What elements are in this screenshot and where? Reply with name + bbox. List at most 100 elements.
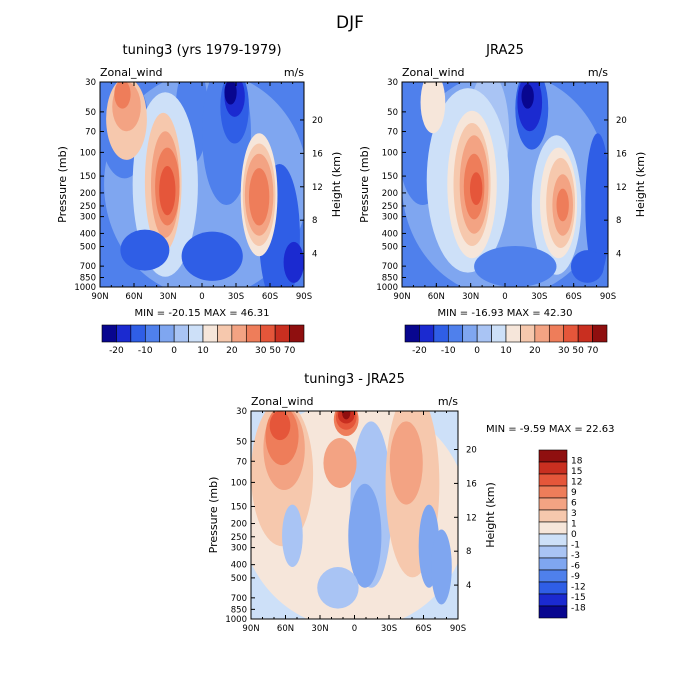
colorbar-label: -15 [571,593,586,603]
y-tick-label: 1000 [225,615,247,625]
plots: tuning3 (yrs 1979-1979) Zonal_wind m/s 90N 6… [56,43,647,634]
contour-region [248,168,270,226]
contour-region [317,567,359,609]
height-tick-label: 20 [616,116,627,126]
contour-region [420,82,446,134]
variable-label: Zonal_wind [402,66,465,79]
x-tick-label: 90S [600,292,616,302]
colorbar-swatch [217,324,233,343]
x-tick-label: 90N [242,624,259,634]
units-label: m/s [588,66,608,79]
y-tick-label: 150 [80,172,96,182]
colorbar-label: 15 [571,467,582,477]
x-tick-label: 30N [311,624,328,634]
contour-region [224,82,237,105]
y-tick-label: 30 [236,407,247,417]
colorbar-label: 50 [269,346,281,356]
colorbar-label: -3 [571,551,580,561]
colorbar-swatch [476,324,492,343]
y-tick-label: 250 [80,202,96,212]
contour-region [342,411,351,420]
y-tick-label: 250 [382,202,398,212]
height-tick-label: 8 [466,547,471,557]
y-tick-label: 850 [231,605,247,615]
min-max-stats: MIN = -9.59 MAX = 22.63 [486,424,615,435]
x-tick-label: 60N [125,292,142,302]
height-tick-label: 4 [466,581,471,591]
colorbar-label: 10 [500,346,512,356]
colorbar-label: -6 [571,562,580,572]
colorbar-swatch [462,324,478,343]
y-axis-title: Pressure (mb) [358,146,371,223]
contour-region [585,133,608,277]
x-tick-label: 60S [415,624,431,634]
colorbar-swatch [538,473,568,487]
colorbar-swatch [188,324,204,343]
x-tick-label: 90S [296,292,312,302]
colorbar-swatch [538,533,568,547]
y-tick-label: 50 [236,437,247,447]
height-axis-title: Height (km) [484,482,497,548]
y-tick-label: 200 [382,189,398,199]
colorbar-label: 12 [571,478,582,488]
height-tick-label: 12 [466,513,477,523]
min-max-stats: MIN = -20.15 MAX = 46.31 [135,308,270,319]
y-tick-label: 50 [387,108,398,118]
colorbar-swatch [491,324,507,343]
variable-label: Zonal_wind [251,395,314,408]
colorbar-label: -10 [138,346,153,356]
contour-region [521,84,534,109]
colorbar-swatch [538,557,568,571]
colorbar-swatch [260,324,276,343]
height-tick-label: 20 [466,446,477,456]
colorbar: -20 -10 0 10 20 30 50 70 [101,324,305,356]
y-tick-label: 200 [231,520,247,530]
height-tick-label: 16 [466,479,477,489]
colorbar-swatch [577,324,593,343]
y-tick-label: 500 [231,574,247,584]
colorbar-swatch [116,324,132,343]
y-tick-label: 100 [231,478,247,488]
contour-field [100,82,304,287]
y-tick-label: 700 [231,594,247,604]
y-axis-title: Pressure (mb) [207,477,220,554]
colorbar-swatch [534,324,550,343]
colorbar-swatch [538,569,568,583]
x-tick-label: 90N [91,292,108,302]
colorbar-label: 20 [226,346,238,356]
height-tick-label: 16 [312,149,323,159]
min-max-stats: MIN = -16.93 MAX = 42.30 [438,308,573,319]
x-tick-label: 30N [159,292,176,302]
colorbar-label: -10 [441,346,456,356]
contour-region [114,82,131,109]
colorbar-label: 6 [571,499,577,509]
colorbar-swatch [538,521,568,535]
y-axis-title: Pressure (mb) [56,146,69,223]
height-tick-label: 4 [312,250,317,260]
height-tick-label: 12 [616,183,627,193]
x-tick-label: 0 [352,624,357,634]
x-tick-label: 30S [381,624,397,634]
y-tick-label: 150 [231,502,247,512]
height-tick-label: 8 [312,216,317,226]
colorbar-swatch [447,324,464,343]
contour-region [389,421,423,505]
x-tick-label: 90N [393,292,410,302]
colorbar-label: 30 [255,346,267,356]
colorbar-swatch [289,324,305,343]
colorbar-swatch [538,581,568,595]
y-tick-label: 250 [231,533,247,543]
x-tick-label: 30S [228,292,244,302]
height-tick-label: 8 [616,216,621,226]
colorbar-label: -20 [412,346,427,356]
y-tick-label: 70 [387,128,398,138]
colorbar-label: 70 [284,346,296,356]
contour-region [181,231,243,281]
colorbar-swatch [130,324,146,343]
colorbar-swatch [404,324,420,343]
y-tick-label: 200 [80,189,96,199]
colorbar-swatch [419,324,435,343]
units-label: m/s [438,395,458,408]
